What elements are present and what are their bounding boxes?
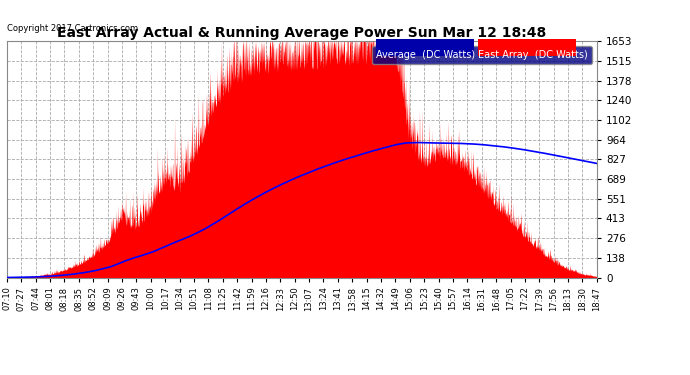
Title: East Array Actual & Running Average Power Sun Mar 12 18:48: East Array Actual & Running Average Powe…	[57, 26, 546, 40]
Legend: Average  (DC Watts), East Array  (DC Watts): Average (DC Watts), East Array (DC Watts…	[373, 46, 592, 64]
Text: Copyright 2017 Cartronics.com: Copyright 2017 Cartronics.com	[7, 24, 138, 33]
